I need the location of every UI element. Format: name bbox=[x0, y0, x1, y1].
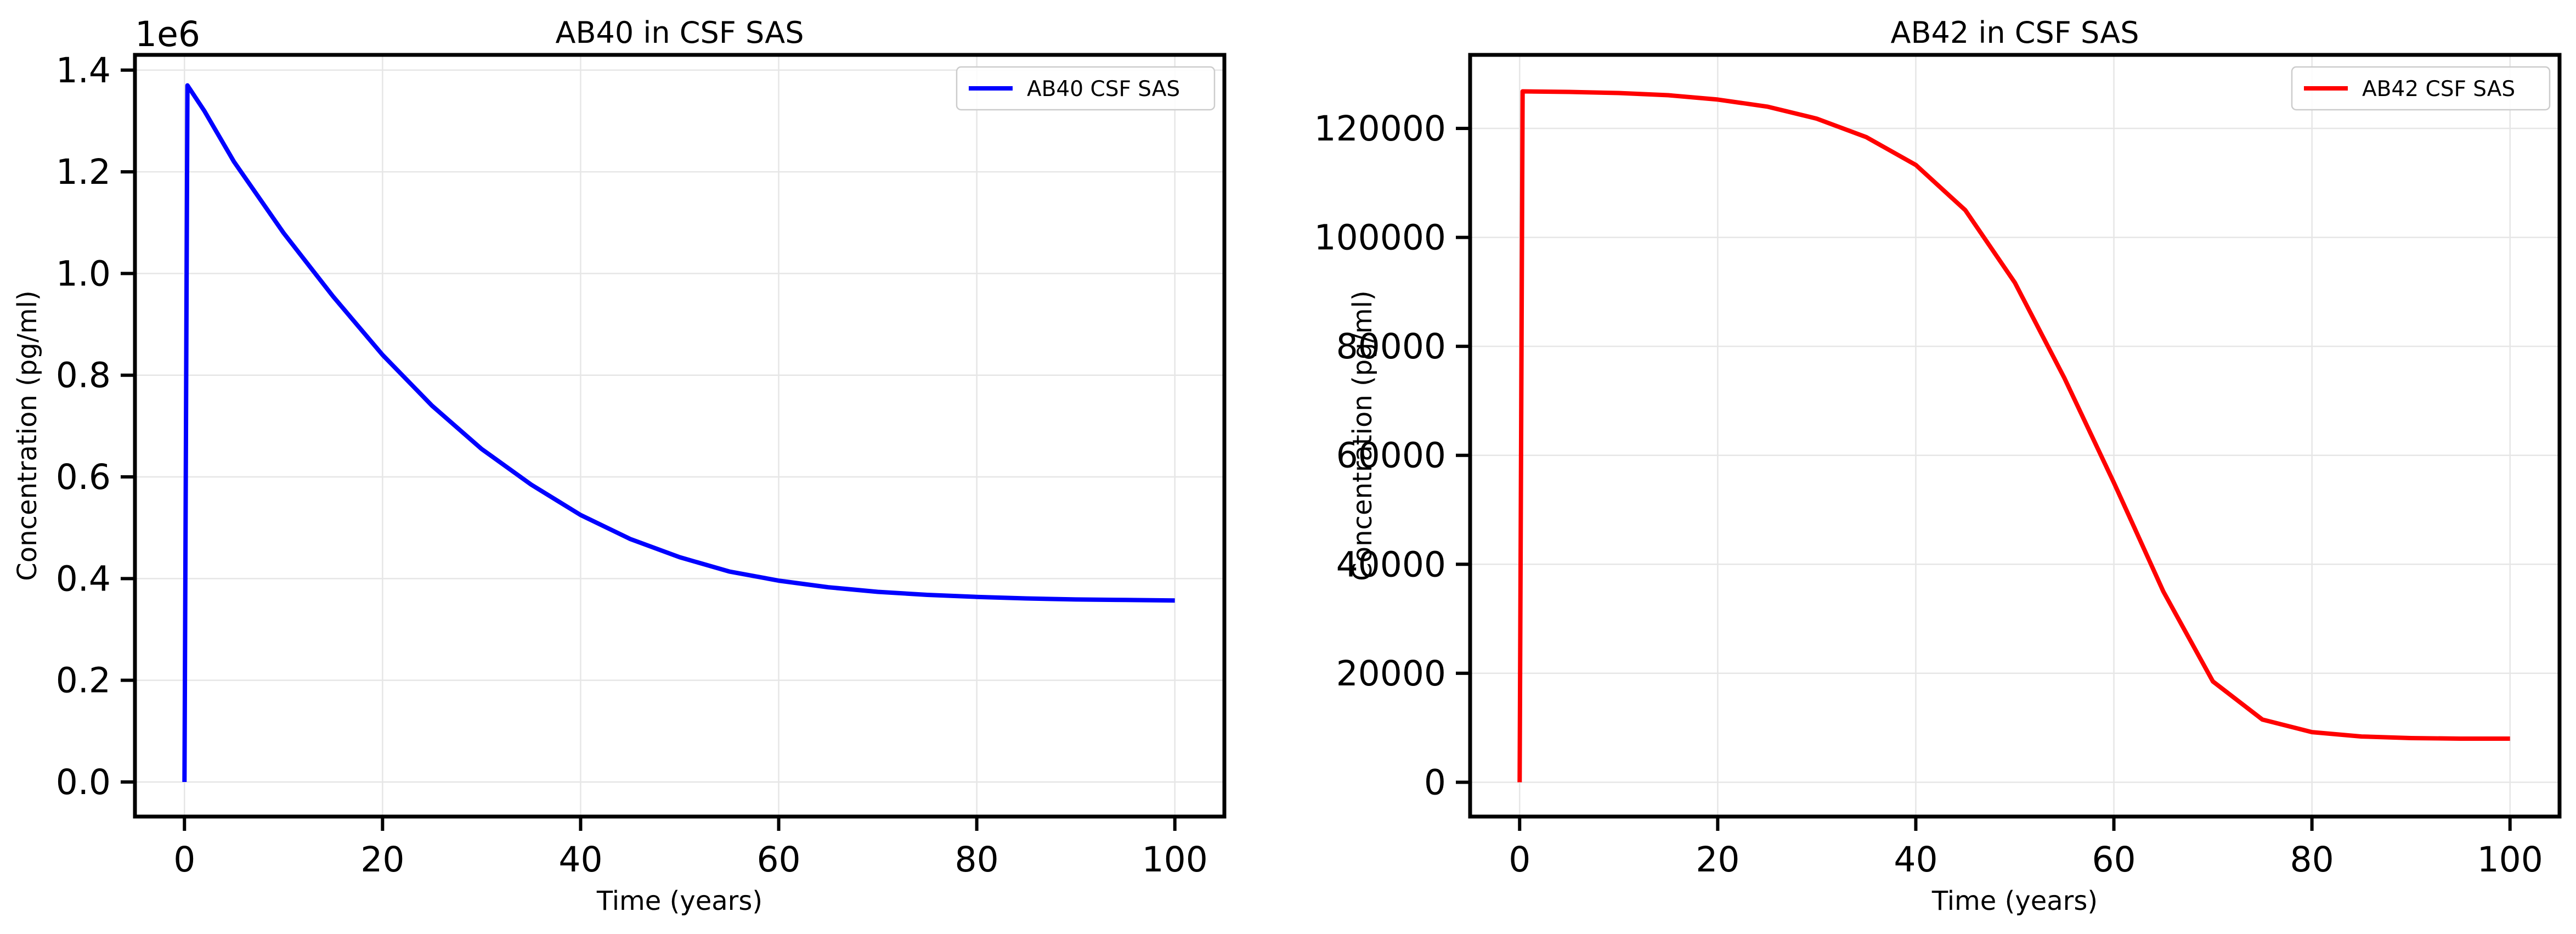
y-tick-label: 100000 bbox=[1314, 218, 1447, 258]
legend: AB40 CSF SAS bbox=[956, 66, 1216, 111]
y-tick-label: 0.4 bbox=[56, 559, 111, 599]
y-tick-label: 80000 bbox=[1336, 327, 1446, 367]
y-axis-offset-label: 1e6 bbox=[135, 14, 200, 54]
y-tick-label: 0.2 bbox=[56, 661, 111, 701]
y-tick-label: 1.0 bbox=[56, 254, 111, 294]
x-tick-label: 100 bbox=[1142, 840, 1208, 880]
y-tick-label: 0 bbox=[1424, 762, 1446, 802]
y-tick-label: 0.8 bbox=[56, 356, 111, 396]
x-axis-label: Time (years) bbox=[1931, 886, 2098, 916]
legend-label: AB42 CSF SAS bbox=[2362, 77, 2515, 102]
y-axis-label: Concentration (pg/ml) bbox=[1347, 290, 1378, 581]
series-line bbox=[1517, 89, 2510, 783]
legend-label: AB40 CSF SAS bbox=[1027, 77, 1180, 102]
y-tick-label: 20000 bbox=[1336, 654, 1446, 694]
y-tick-label: 40000 bbox=[1336, 544, 1446, 584]
y-tick-label: 0.0 bbox=[56, 762, 111, 802]
series-line bbox=[182, 83, 1175, 783]
x-tick-label: 40 bbox=[558, 840, 602, 880]
legend: AB42 CSF SAS bbox=[2291, 66, 2551, 111]
y-axis-label: Concentration (pg/ml) bbox=[12, 290, 43, 581]
y-tick-label: 0.6 bbox=[56, 457, 111, 497]
y-tick-label: 60000 bbox=[1336, 436, 1446, 476]
x-tick-label: 0 bbox=[1509, 840, 1530, 880]
x-tick-label: 80 bbox=[955, 840, 999, 880]
x-tick-label: 20 bbox=[360, 840, 404, 880]
grid bbox=[1470, 55, 2560, 817]
y-tick-label: 120000 bbox=[1314, 109, 1447, 149]
x-tick-label: 60 bbox=[756, 840, 800, 880]
x-tick-label: 40 bbox=[1894, 840, 1937, 880]
x-tick-label: 0 bbox=[173, 840, 195, 880]
grid bbox=[135, 55, 1224, 817]
x-tick-label: 80 bbox=[2290, 840, 2334, 880]
plot-ab40: AB40 in CSF SAS Time (years) Concentrati… bbox=[12, 14, 1227, 916]
axes-frame bbox=[1468, 53, 2562, 819]
legend-box bbox=[2291, 66, 2551, 111]
axes-frame bbox=[133, 53, 1227, 819]
x-tick-label: 100 bbox=[2477, 840, 2543, 880]
x-tick-label: 60 bbox=[2092, 840, 2136, 880]
y-tick-label: 1.2 bbox=[56, 152, 111, 192]
x-tick-label: 20 bbox=[1696, 840, 1739, 880]
plot-ab42: AB42 in CSF SAS Time (years) Concentrati… bbox=[1314, 15, 2562, 916]
x-axis-label: Time (years) bbox=[596, 886, 762, 916]
y-tick-label: 1.4 bbox=[56, 50, 111, 91]
chart-title: AB40 in CSF SAS bbox=[556, 15, 804, 50]
chart-title: AB42 in CSF SAS bbox=[1891, 15, 2139, 50]
legend-box bbox=[956, 66, 1216, 111]
